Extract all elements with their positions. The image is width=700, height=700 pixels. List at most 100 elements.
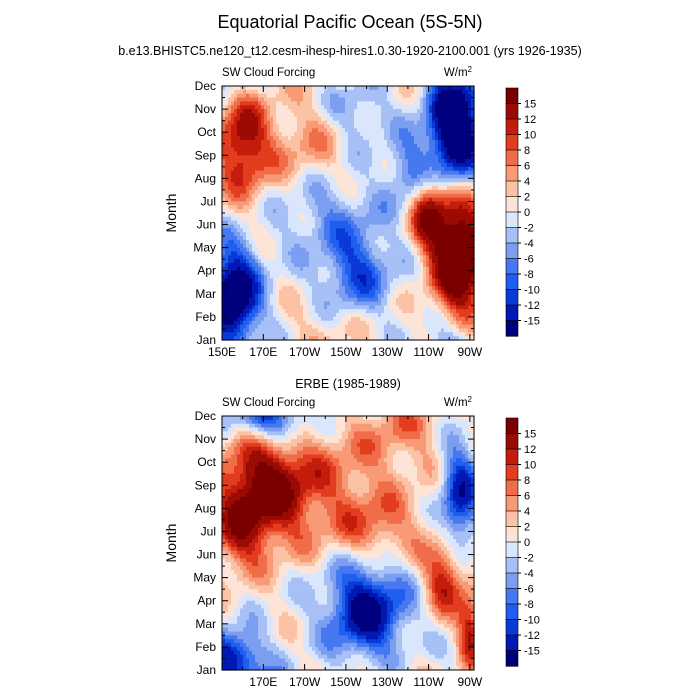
contour-cell [411, 239, 415, 245]
contour-cell [234, 239, 238, 245]
contour-cell [372, 255, 376, 260]
contour-cell [222, 286, 226, 291]
contour-cell [288, 213, 292, 218]
contour-cell [330, 166, 334, 172]
contour-cell [414, 297, 418, 303]
contour-cell [441, 209, 445, 214]
contour-cell [324, 186, 328, 191]
contour-cell [276, 301, 280, 306]
contour-cell [375, 182, 379, 187]
contour-cell [408, 101, 412, 106]
contour-cell [423, 136, 427, 141]
contour-cell [456, 186, 460, 191]
contour-cell [246, 120, 250, 126]
contour-cell [339, 313, 343, 318]
contour-cell [300, 155, 304, 160]
contour-cell [246, 139, 250, 145]
contour-cell [408, 162, 412, 168]
contour-cell [396, 274, 400, 280]
contour-cell [303, 232, 307, 237]
contour-cell [312, 301, 316, 306]
contour-cell [309, 89, 313, 95]
contour-cell [378, 232, 382, 237]
contour-cell [318, 93, 322, 99]
contour-cell [426, 89, 430, 95]
contour-cell [441, 286, 445, 291]
contour-cell [444, 186, 448, 191]
contour-cell [351, 197, 355, 203]
contour-cell [291, 297, 295, 303]
contour-cell [312, 93, 316, 99]
contour-cell [231, 182, 235, 187]
contour-cell [372, 216, 376, 222]
contour-cell [264, 236, 268, 241]
contour-cell [231, 132, 235, 137]
contour-cell [225, 313, 229, 318]
contour-cell [459, 109, 463, 114]
contour-cell [300, 112, 304, 118]
contour-cell [333, 263, 337, 268]
contour-cell [438, 209, 442, 214]
contour-cell [288, 282, 292, 287]
contour-cell [468, 220, 472, 226]
contour-cell [372, 116, 376, 122]
contour-cell [444, 201, 448, 206]
contour-cell [432, 170, 436, 176]
contour-cell [276, 105, 280, 110]
contour-cell [306, 209, 310, 214]
contour-cell [225, 97, 229, 102]
contour-cell [423, 166, 427, 172]
contour-cell [267, 186, 271, 191]
contour-cell [459, 105, 463, 110]
contour-cell [264, 266, 268, 272]
contour-cell [471, 93, 475, 99]
contour-cell [264, 162, 268, 168]
contour-cell [372, 266, 376, 272]
contour-cell [369, 289, 373, 295]
contour-cell [279, 239, 283, 245]
contour-cell [264, 193, 268, 199]
contour-cell [348, 201, 352, 206]
contour-cell [237, 101, 241, 106]
contour-cell [390, 89, 394, 95]
contour-cell [465, 162, 469, 168]
contour-cell [252, 305, 256, 310]
contour-cell [231, 205, 235, 210]
contour-cell [252, 97, 256, 102]
contour-cell [246, 243, 250, 249]
contour-cell [396, 170, 400, 176]
contour-cell [420, 239, 424, 245]
contour-cell [231, 228, 235, 233]
contour-cell [387, 143, 391, 149]
contour-cell [285, 297, 289, 303]
contour-cell [429, 305, 433, 310]
contour-cell [369, 251, 373, 256]
contour-cell [294, 105, 298, 110]
contour-cell [303, 313, 307, 318]
contour-cell [423, 86, 427, 91]
contour-cell [240, 213, 244, 218]
contour-cell [360, 101, 364, 106]
contour-cell [372, 143, 376, 149]
contour-cell [321, 286, 325, 291]
contour-cell [294, 243, 298, 249]
contour-cell [258, 143, 262, 149]
contour-cell [372, 259, 376, 264]
contour-cell [243, 255, 247, 260]
contour-cell [297, 278, 301, 283]
contour-cell [282, 136, 286, 141]
contour-cell [435, 182, 439, 187]
contour-cell [222, 197, 226, 203]
contour-cell [357, 166, 361, 172]
contour-cell [342, 124, 346, 129]
contour-cell [414, 101, 418, 106]
contour-cell [429, 205, 433, 210]
contour-cell [264, 255, 268, 260]
contour-cell [450, 162, 454, 168]
contour-cell [432, 155, 436, 160]
contour-cell [414, 205, 418, 210]
contour-cell [450, 278, 454, 283]
contour-cell [285, 93, 289, 99]
contour-cell [363, 120, 367, 126]
contour-cell [324, 182, 328, 187]
